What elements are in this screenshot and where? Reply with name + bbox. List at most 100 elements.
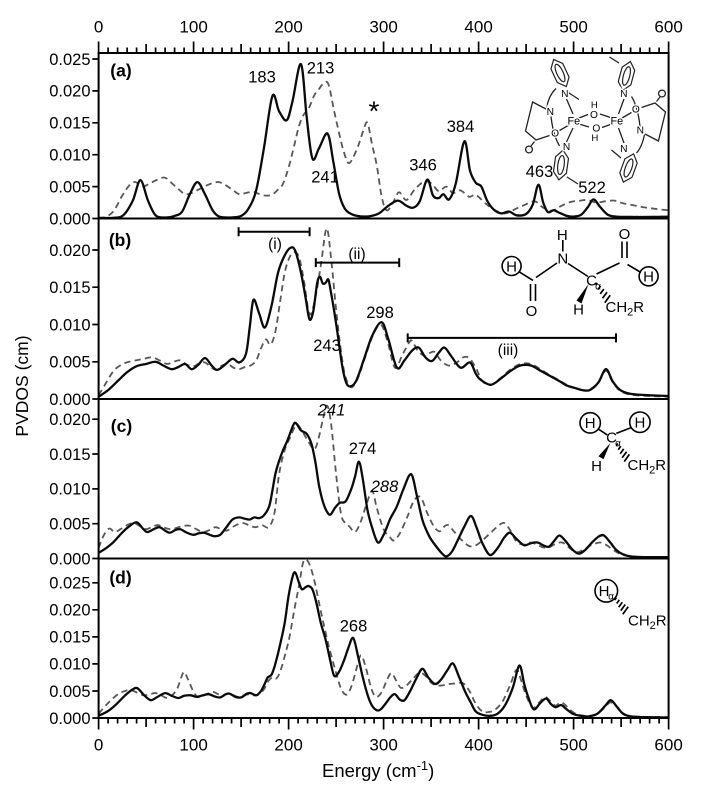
svg-text:100: 100 — [179, 18, 207, 37]
svg-text:0.020: 0.020 — [49, 242, 90, 260]
svg-text:0.025: 0.025 — [49, 575, 90, 593]
svg-text:0: 0 — [94, 18, 103, 37]
svg-text:O: O — [590, 110, 598, 121]
svg-text:O: O — [619, 226, 631, 243]
svg-text:268: 268 — [340, 618, 368, 636]
svg-text:300: 300 — [369, 736, 397, 755]
svg-text:N: N — [561, 89, 568, 100]
svg-text:O: O — [551, 128, 559, 139]
svg-text:384: 384 — [447, 118, 475, 136]
svg-text:200: 200 — [274, 18, 302, 37]
svg-text:(iii): (iii) — [498, 342, 519, 359]
svg-text:N: N — [563, 142, 570, 153]
svg-text:0.000: 0.000 — [49, 710, 90, 728]
svg-text:α: α — [615, 439, 621, 450]
svg-text:Fe: Fe — [567, 116, 580, 128]
svg-text:N: N — [620, 89, 627, 100]
svg-text:(a): (a) — [110, 61, 131, 81]
svg-text:200: 200 — [274, 736, 302, 755]
svg-text:H: H — [599, 583, 610, 600]
svg-text:400: 400 — [464, 736, 492, 755]
svg-text:346: 346 — [409, 157, 437, 175]
svg-text:213: 213 — [307, 60, 335, 78]
svg-text:600: 600 — [654, 736, 682, 755]
svg-text:CH2R: CH2R — [628, 613, 667, 633]
svg-text:CH2R: CH2R — [606, 299, 645, 319]
svg-text:O: O — [592, 123, 600, 134]
svg-text:500: 500 — [559, 736, 587, 755]
svg-text:274: 274 — [349, 440, 377, 458]
svg-text:PVDOS (cm): PVDOS (cm) — [12, 335, 32, 436]
svg-text:0.000: 0.000 — [49, 391, 90, 409]
svg-text:C: C — [606, 430, 617, 447]
svg-text:0.010: 0.010 — [49, 316, 90, 334]
svg-text:522: 522 — [578, 179, 606, 197]
svg-text:241: 241 — [311, 169, 339, 187]
svg-text:Fe: Fe — [610, 116, 623, 128]
svg-text:0: 0 — [94, 736, 103, 755]
svg-text:0.015: 0.015 — [49, 629, 90, 647]
svg-text:0.020: 0.020 — [49, 602, 90, 620]
svg-text:O: O — [590, 110, 598, 121]
svg-text:H: H — [643, 269, 654, 286]
svg-text:N: N — [563, 142, 570, 153]
svg-text:600: 600 — [654, 18, 682, 37]
svg-text:H: H — [591, 458, 602, 475]
svg-text:0.000: 0.000 — [49, 550, 90, 568]
svg-text:241: 241 — [317, 402, 346, 420]
svg-text:N: N — [557, 250, 568, 267]
svg-text:H: H — [506, 258, 517, 275]
svg-text:298: 298 — [366, 304, 394, 322]
svg-text:0.005: 0.005 — [49, 516, 90, 534]
svg-text:500: 500 — [559, 18, 587, 37]
svg-text:O: O — [592, 123, 600, 134]
svg-text:H: H — [573, 301, 584, 318]
svg-text:N: N — [637, 126, 644, 137]
svg-text:(d): (d) — [109, 568, 131, 588]
svg-text:0.005: 0.005 — [49, 178, 90, 196]
svg-text:O: O — [632, 105, 640, 116]
svg-text:N: N — [547, 107, 554, 118]
svg-text:*: * — [369, 96, 380, 127]
svg-text:(b): (b) — [109, 230, 131, 250]
svg-text:0.010: 0.010 — [49, 656, 90, 674]
svg-text:H: H — [591, 133, 598, 144]
svg-text:(c): (c) — [111, 416, 132, 436]
svg-text:H: H — [585, 415, 596, 432]
svg-text:288: 288 — [370, 478, 399, 496]
svg-text:0.000: 0.000 — [49, 210, 90, 228]
svg-text:0.010: 0.010 — [49, 147, 90, 165]
svg-text:α: α — [595, 282, 601, 293]
svg-text:N: N — [620, 144, 627, 155]
svg-text:243: 243 — [313, 337, 341, 355]
svg-text:CH2R: CH2R — [628, 457, 667, 477]
svg-text:α: α — [608, 592, 614, 603]
svg-text:Fe: Fe — [610, 116, 623, 128]
svg-text:0.015: 0.015 — [49, 115, 90, 133]
svg-text:O: O — [526, 303, 538, 320]
svg-text:H: H — [591, 133, 598, 144]
svg-text:400: 400 — [464, 18, 492, 37]
svg-text:N: N — [620, 89, 627, 100]
svg-text:C: C — [586, 273, 597, 290]
svg-text:0.015: 0.015 — [49, 446, 90, 464]
svg-text:H: H — [634, 415, 645, 432]
svg-text:0.015: 0.015 — [49, 279, 90, 297]
svg-text:(i): (i) — [268, 236, 282, 253]
svg-text:N: N — [620, 144, 627, 155]
svg-text:0.010: 0.010 — [49, 481, 90, 499]
svg-text:100: 100 — [179, 736, 207, 755]
svg-text:0.020: 0.020 — [49, 411, 90, 429]
svg-text:Energy (cm-1): Energy (cm-1) — [322, 758, 434, 781]
svg-text:H: H — [591, 100, 598, 111]
svg-text:N: N — [561, 89, 568, 100]
svg-text:H: H — [591, 100, 598, 111]
svg-text:183: 183 — [248, 69, 276, 87]
svg-text:H: H — [557, 227, 568, 244]
svg-text:300: 300 — [369, 18, 397, 37]
svg-text:N: N — [637, 126, 644, 137]
svg-text:0.025: 0.025 — [49, 51, 90, 69]
svg-text:0.020: 0.020 — [49, 83, 90, 101]
svg-text:O: O — [551, 128, 559, 139]
svg-text:0.005: 0.005 — [49, 683, 90, 701]
